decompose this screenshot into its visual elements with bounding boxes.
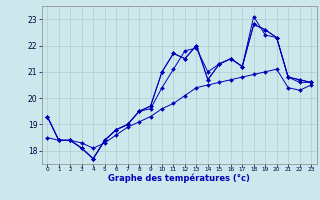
X-axis label: Graphe des températures (°c): Graphe des températures (°c) [108,174,250,183]
